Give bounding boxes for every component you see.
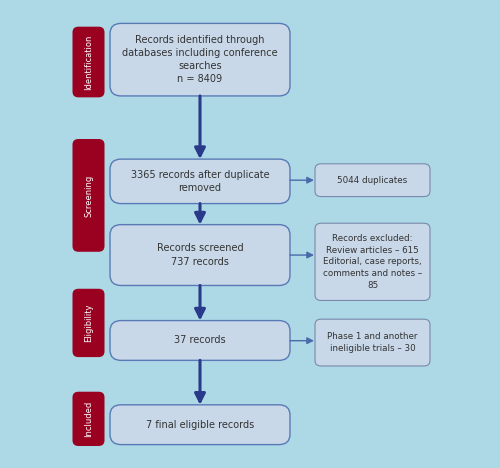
FancyBboxPatch shape — [110, 159, 290, 204]
FancyBboxPatch shape — [110, 225, 290, 285]
Text: Phase 1 and another
ineligible trials – 30: Phase 1 and another ineligible trials – … — [327, 332, 418, 353]
Text: Screening: Screening — [84, 174, 93, 217]
FancyBboxPatch shape — [110, 405, 290, 445]
Text: Identification: Identification — [84, 34, 93, 90]
Text: 7 final eligible records: 7 final eligible records — [146, 420, 254, 430]
Text: 3365 records after duplicate
removed: 3365 records after duplicate removed — [130, 170, 270, 193]
Text: 37 records: 37 records — [174, 336, 226, 345]
FancyBboxPatch shape — [315, 164, 430, 197]
FancyBboxPatch shape — [72, 392, 104, 446]
FancyBboxPatch shape — [72, 27, 104, 97]
Text: Eligibility: Eligibility — [84, 304, 93, 342]
FancyBboxPatch shape — [315, 223, 430, 300]
FancyBboxPatch shape — [110, 23, 290, 96]
FancyBboxPatch shape — [72, 139, 104, 252]
Text: 5044 duplicates: 5044 duplicates — [338, 176, 407, 185]
Text: Records identified through
databases including conference
searches
n = 8409: Records identified through databases inc… — [122, 35, 278, 84]
FancyBboxPatch shape — [72, 289, 104, 357]
FancyBboxPatch shape — [315, 319, 430, 366]
FancyBboxPatch shape — [110, 321, 290, 360]
Text: Included: Included — [84, 401, 93, 437]
Text: Records excluded:
Review articles – 615
Editorial, case reports,
comments and no: Records excluded: Review articles – 615 … — [323, 234, 422, 290]
Text: Records screened
737 records: Records screened 737 records — [156, 243, 244, 267]
